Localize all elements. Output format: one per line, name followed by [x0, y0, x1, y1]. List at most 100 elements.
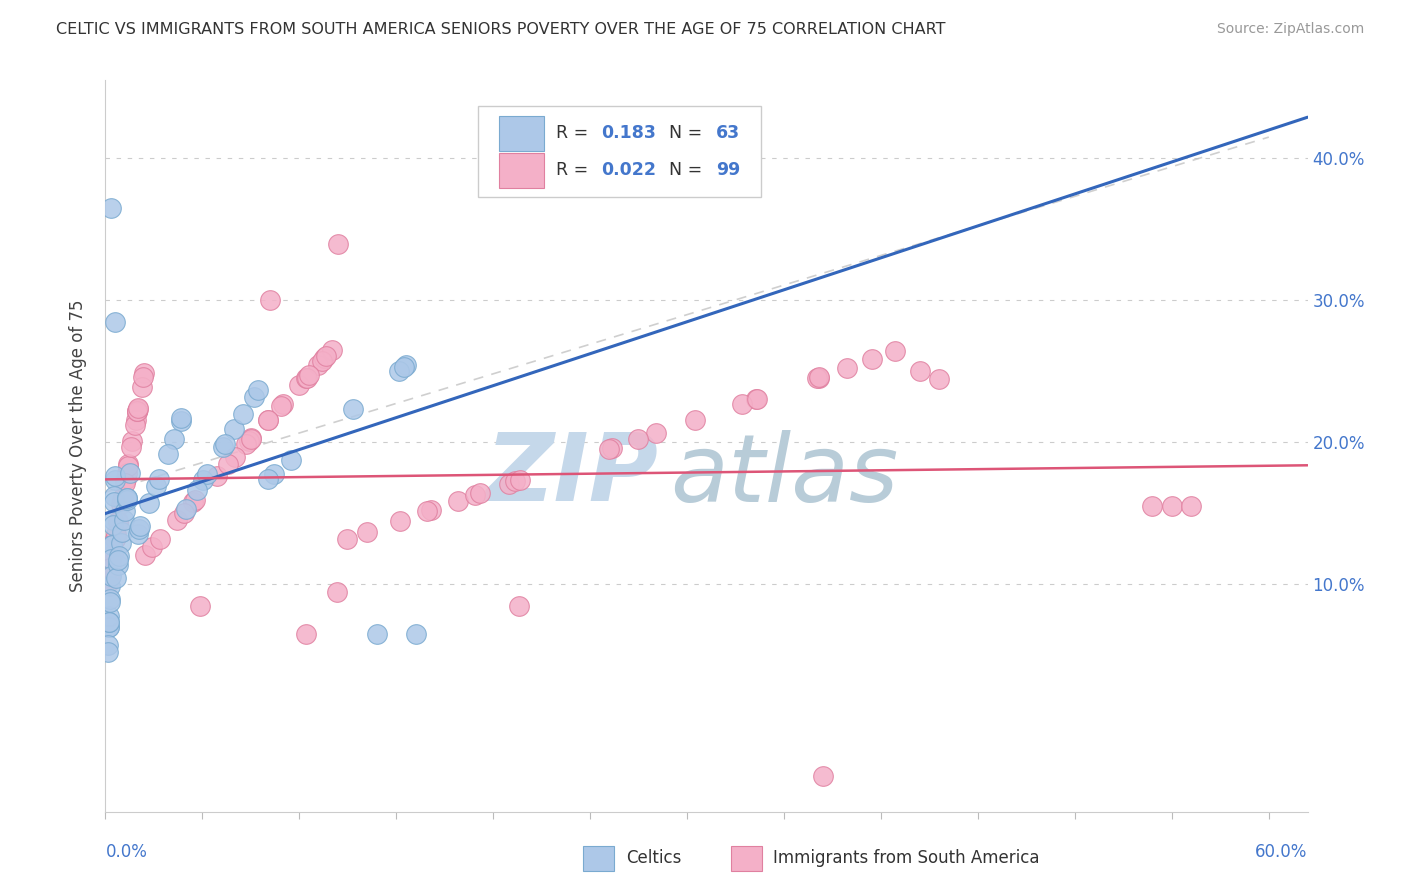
Point	[314, 351, 336, 366]
Point	[132, 370, 155, 384]
Point	[115, 466, 138, 480]
Point	[239, 432, 262, 446]
Point	[247, 383, 270, 397]
Point	[212, 440, 235, 454]
Point	[388, 364, 411, 378]
Text: 63: 63	[716, 124, 740, 142]
Point	[97, 571, 120, 585]
Point	[311, 354, 333, 368]
Point	[644, 426, 666, 441]
Point	[498, 476, 520, 491]
Point	[112, 513, 135, 527]
Point	[308, 358, 330, 372]
Point	[98, 609, 121, 624]
Text: R =: R =	[557, 161, 593, 179]
Point	[242, 390, 264, 404]
Point	[808, 370, 831, 384]
Point	[224, 422, 246, 436]
Point	[811, 769, 834, 783]
Point	[356, 525, 378, 540]
Point	[217, 457, 239, 471]
Point	[120, 466, 142, 480]
Point	[884, 344, 907, 359]
Point	[468, 486, 491, 500]
Point	[416, 504, 439, 518]
Point	[101, 547, 124, 561]
Point	[509, 473, 531, 487]
Point	[238, 434, 260, 448]
Point	[170, 411, 193, 425]
Point	[163, 432, 186, 446]
Point	[103, 495, 125, 509]
Point	[405, 627, 427, 641]
Point	[115, 491, 138, 505]
Point	[115, 493, 138, 508]
Point	[169, 413, 191, 427]
Point	[97, 576, 120, 591]
Point	[103, 489, 125, 503]
Point	[98, 567, 121, 582]
Point	[100, 557, 122, 571]
Point	[508, 599, 530, 613]
Point	[98, 592, 121, 607]
Point	[259, 293, 281, 308]
Point	[336, 532, 359, 546]
Point	[127, 405, 149, 419]
Point	[190, 599, 212, 613]
Point	[240, 432, 263, 446]
Point	[388, 514, 411, 528]
Point	[295, 370, 318, 384]
Point	[132, 367, 155, 381]
Text: N =: N =	[658, 124, 709, 142]
Point	[100, 201, 122, 215]
Point	[232, 408, 254, 422]
Point	[321, 343, 343, 357]
Text: atlas: atlas	[671, 430, 898, 521]
Point	[173, 506, 195, 520]
Point	[860, 352, 883, 367]
Text: Celtics: Celtics	[626, 849, 681, 867]
Point	[110, 497, 132, 511]
Point	[503, 475, 526, 489]
Point	[326, 584, 349, 599]
Point	[120, 440, 142, 454]
Point	[100, 558, 122, 572]
Point	[104, 530, 127, 544]
Point	[138, 496, 160, 510]
Point	[288, 378, 311, 392]
Point	[420, 503, 443, 517]
Point	[207, 468, 229, 483]
Point	[101, 513, 124, 527]
Point	[156, 447, 179, 461]
FancyBboxPatch shape	[478, 106, 761, 197]
Point	[446, 494, 468, 508]
Point	[366, 627, 388, 641]
Point	[111, 525, 134, 540]
Point	[747, 392, 769, 406]
Point	[131, 379, 153, 393]
Point	[295, 627, 318, 641]
Point	[395, 358, 418, 372]
Point	[104, 473, 127, 487]
Point	[730, 397, 752, 411]
Point	[97, 620, 120, 634]
Text: 99: 99	[716, 161, 741, 179]
Point	[600, 442, 623, 456]
Text: ZIP: ZIP	[485, 429, 658, 521]
Point	[105, 571, 128, 585]
Text: N =: N =	[658, 161, 709, 179]
Point	[115, 491, 138, 506]
Point	[257, 413, 280, 427]
Point	[598, 442, 620, 457]
Point	[97, 638, 120, 652]
Point	[835, 360, 858, 375]
Text: 0.183: 0.183	[600, 124, 655, 142]
Point	[195, 467, 218, 481]
Point	[745, 392, 768, 406]
Point	[117, 457, 139, 471]
Point	[224, 450, 246, 464]
Point	[104, 315, 127, 329]
Point	[806, 371, 828, 385]
Point	[114, 474, 136, 488]
Point	[298, 368, 321, 382]
